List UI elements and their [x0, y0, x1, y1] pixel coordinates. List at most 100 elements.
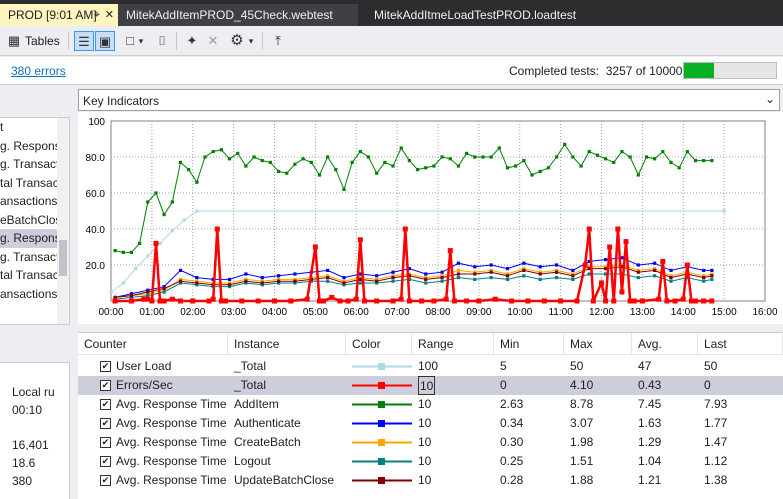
chevron-down-icon[interactable]: ▾ [248, 36, 254, 46]
tree-item[interactable]: tal Transac [0, 268, 59, 282]
tables-button[interactable]: Tables [25, 34, 60, 48]
tree-item[interactable]: g. Respons [0, 138, 61, 153]
add-counter-icon[interactable]: ✦ [186, 33, 198, 48]
data-point [571, 268, 575, 272]
data-point [206, 298, 212, 304]
tree-item[interactable]: eBatchClos [0, 212, 62, 227]
table-row[interactable]: ✔ User Load _Total 100 5 50 47 50 [78, 357, 783, 376]
table-row[interactable]: ✔ Avg. Response Time AddItem 10 2.63 8.78 7.45… [78, 395, 783, 414]
data-point [672, 298, 678, 304]
table-grid-icon[interactable]: ▦ [7, 33, 21, 48]
errors-link[interactable]: 380 errors [11, 64, 66, 78]
left-scrollbar[interactable] [57, 118, 69, 324]
color-swatch[interactable] [352, 418, 412, 429]
column-header-instance[interactable]: Instance [228, 333, 346, 355]
data-point [677, 166, 681, 170]
tab-loadtest[interactable]: MitekAddItmeLoadTestPROD.loadtest [362, 4, 662, 26]
tab-webtest[interactable]: MitekAddItemPROD_45Check.webtest [118, 4, 358, 26]
data-point [424, 281, 428, 285]
data-point [161, 298, 167, 304]
cell-range[interactable]: 10 [418, 376, 436, 395]
column-header-counter[interactable]: Counter [78, 333, 228, 355]
row-checkbox[interactable]: ✔ [100, 380, 111, 391]
table-row[interactable]: ✔ Avg. Response Time CreateBatch 10 0.30 1.98… [78, 433, 783, 452]
table-row[interactable]: ✔ Avg. Response Time Logout 10 0.25 1.51 1.04 1… [78, 452, 783, 471]
column-header-range[interactable]: Range [412, 333, 494, 355]
row-checkbox[interactable]: ✔ [100, 418, 111, 429]
column-header-avg[interactable]: Avg. [632, 333, 698, 355]
data-point [710, 277, 714, 281]
completed-tests-value: 3257 of 10000 [605, 64, 683, 78]
data-point [178, 281, 183, 285]
data-point [587, 265, 591, 269]
row-checkbox[interactable]: ✔ [100, 437, 111, 448]
data-point [145, 296, 151, 302]
tree-item[interactable]: ansactions/ [0, 286, 61, 301]
tree-item[interactable]: t [0, 120, 4, 134]
cell-last: 1.77 [704, 416, 728, 430]
view-graph-icon[interactable]: ▣ [95, 31, 115, 51]
row-checkbox[interactable]: ✔ [100, 399, 111, 410]
close-icon[interactable]: ✕ [104, 9, 114, 21]
row-checkbox[interactable]: ✔ [100, 456, 111, 467]
table-row[interactable]: ✔ Errors/Sec _Total 10 0 4.10 0.43 0 [78, 376, 783, 395]
data-point [571, 277, 575, 281]
data-point [218, 298, 224, 304]
cell-range[interactable]: 10 [418, 416, 432, 430]
column-header-last[interactable]: Last [698, 333, 783, 355]
layout-icon[interactable]: □ [126, 33, 134, 48]
chevron-down-icon[interactable]: ⌄ [764, 92, 775, 106]
chevron-down-icon[interactable]: ▾ [138, 36, 144, 46]
row-checkbox[interactable]: ✔ [100, 475, 111, 486]
data-point [620, 150, 624, 154]
column-header-max[interactable]: Max [564, 333, 632, 355]
color-swatch[interactable] [352, 456, 412, 467]
cell-range[interactable]: 10 [418, 454, 432, 468]
data-point [571, 155, 575, 159]
tab-load-test-run[interactable]: PROD [9:01 AM] ⌖ ✕ [0, 4, 118, 26]
cell-range[interactable]: 100 [418, 359, 439, 373]
color-swatch[interactable] [352, 437, 412, 448]
tree-item[interactable]: tal Transac [0, 175, 59, 190]
column-header-color[interactable]: Color [346, 333, 412, 355]
data-point [138, 241, 142, 245]
cell-range[interactable]: 10 [418, 397, 432, 411]
pin-icon[interactable]: ⌖ [93, 9, 100, 21]
data-point [227, 157, 232, 161]
data-point [182, 218, 187, 222]
color-swatch[interactable] [352, 361, 412, 372]
table-row[interactable]: ✔ Avg. Response Time UpdateBatchClose 10 0.2… [78, 471, 783, 490]
delete-icon[interactable]: ✕ [207, 33, 219, 48]
cell-range[interactable]: 10 [418, 473, 432, 487]
data-point [497, 146, 501, 150]
color-swatch[interactable] [352, 475, 412, 486]
cell-min: 2.63 [500, 397, 524, 411]
color-swatch[interactable] [352, 399, 412, 410]
data-point [620, 256, 624, 260]
graph-selector[interactable]: Key Indicators ⌄ [78, 89, 780, 111]
completed-tests-label: Completed tests: 3257 of 10000 [509, 64, 682, 78]
tree-item[interactable]: g. Transact [0, 157, 60, 171]
legend-icon[interactable]: ⌷ [158, 33, 166, 48]
color-swatch[interactable] [352, 380, 412, 391]
data-point [538, 277, 542, 281]
data-point [525, 298, 531, 304]
gear-icon[interactable]: ⚙ [230, 32, 244, 49]
left-scrollbar-thumb[interactable] [59, 240, 67, 276]
data-point [424, 276, 428, 280]
status-row: 380 errors Completed tests: 3257 of 1000… [0, 57, 783, 85]
cell-range[interactable]: 10 [418, 435, 432, 449]
view-details-icon[interactable]: ☰ [74, 31, 94, 51]
tree-item[interactable]: g. Transact [0, 249, 60, 264]
table-row[interactable]: ✔ Avg. Response Time Authenticate 10 0.34 3.0… [78, 414, 783, 433]
data-point [505, 272, 510, 276]
data-point [476, 298, 482, 304]
data-point [489, 270, 493, 274]
tree-item[interactable]: g. Respons [0, 229, 69, 248]
data-point [342, 187, 346, 191]
export-icon[interactable]: ⤒ [275, 33, 281, 48]
row-checkbox[interactable]: ✔ [100, 361, 111, 372]
tree-item[interactable]: ansactions/ [0, 194, 61, 208]
column-header-min[interactable]: Min [494, 333, 564, 355]
data-point [669, 160, 673, 164]
